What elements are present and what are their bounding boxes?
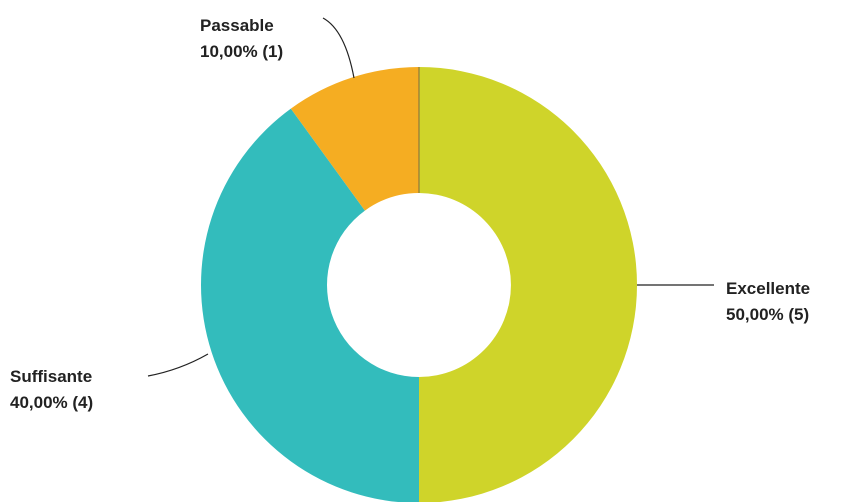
- leader-line-suffisante: [147, 353, 209, 377]
- label-excellente-name: Excellente: [726, 279, 810, 298]
- label-passable-value: 10,00% (1): [200, 42, 283, 61]
- label-suffisante: Suffisante 40,00% (4): [10, 367, 93, 412]
- leader-line-passable: [322, 17, 355, 79]
- label-excellente: Excellente 50,00% (5): [726, 279, 810, 324]
- label-suffisante-name: Suffisante: [10, 367, 92, 386]
- label-passable: Passable 10,00% (1): [200, 16, 283, 61]
- slice-passable: [290, 67, 419, 211]
- leader-lines-group: [147, 17, 714, 377]
- label-excellente-value: 50,00% (5): [726, 305, 809, 324]
- slice-suffisante: [201, 108, 419, 502]
- slices-group: [201, 67, 637, 502]
- label-passable-name: Passable: [200, 16, 274, 35]
- label-suffisante-value: 40,00% (4): [10, 393, 93, 412]
- slice-excellente: [419, 67, 637, 502]
